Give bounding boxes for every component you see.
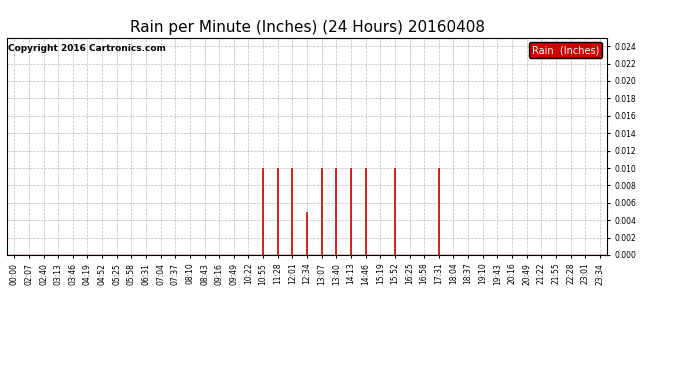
Text: Copyright 2016 Cartronics.com: Copyright 2016 Cartronics.com xyxy=(8,44,166,53)
Legend: Rain  (Inches): Rain (Inches) xyxy=(529,42,602,58)
Title: Rain per Minute (Inches) (24 Hours) 20160408: Rain per Minute (Inches) (24 Hours) 2016… xyxy=(130,20,484,35)
